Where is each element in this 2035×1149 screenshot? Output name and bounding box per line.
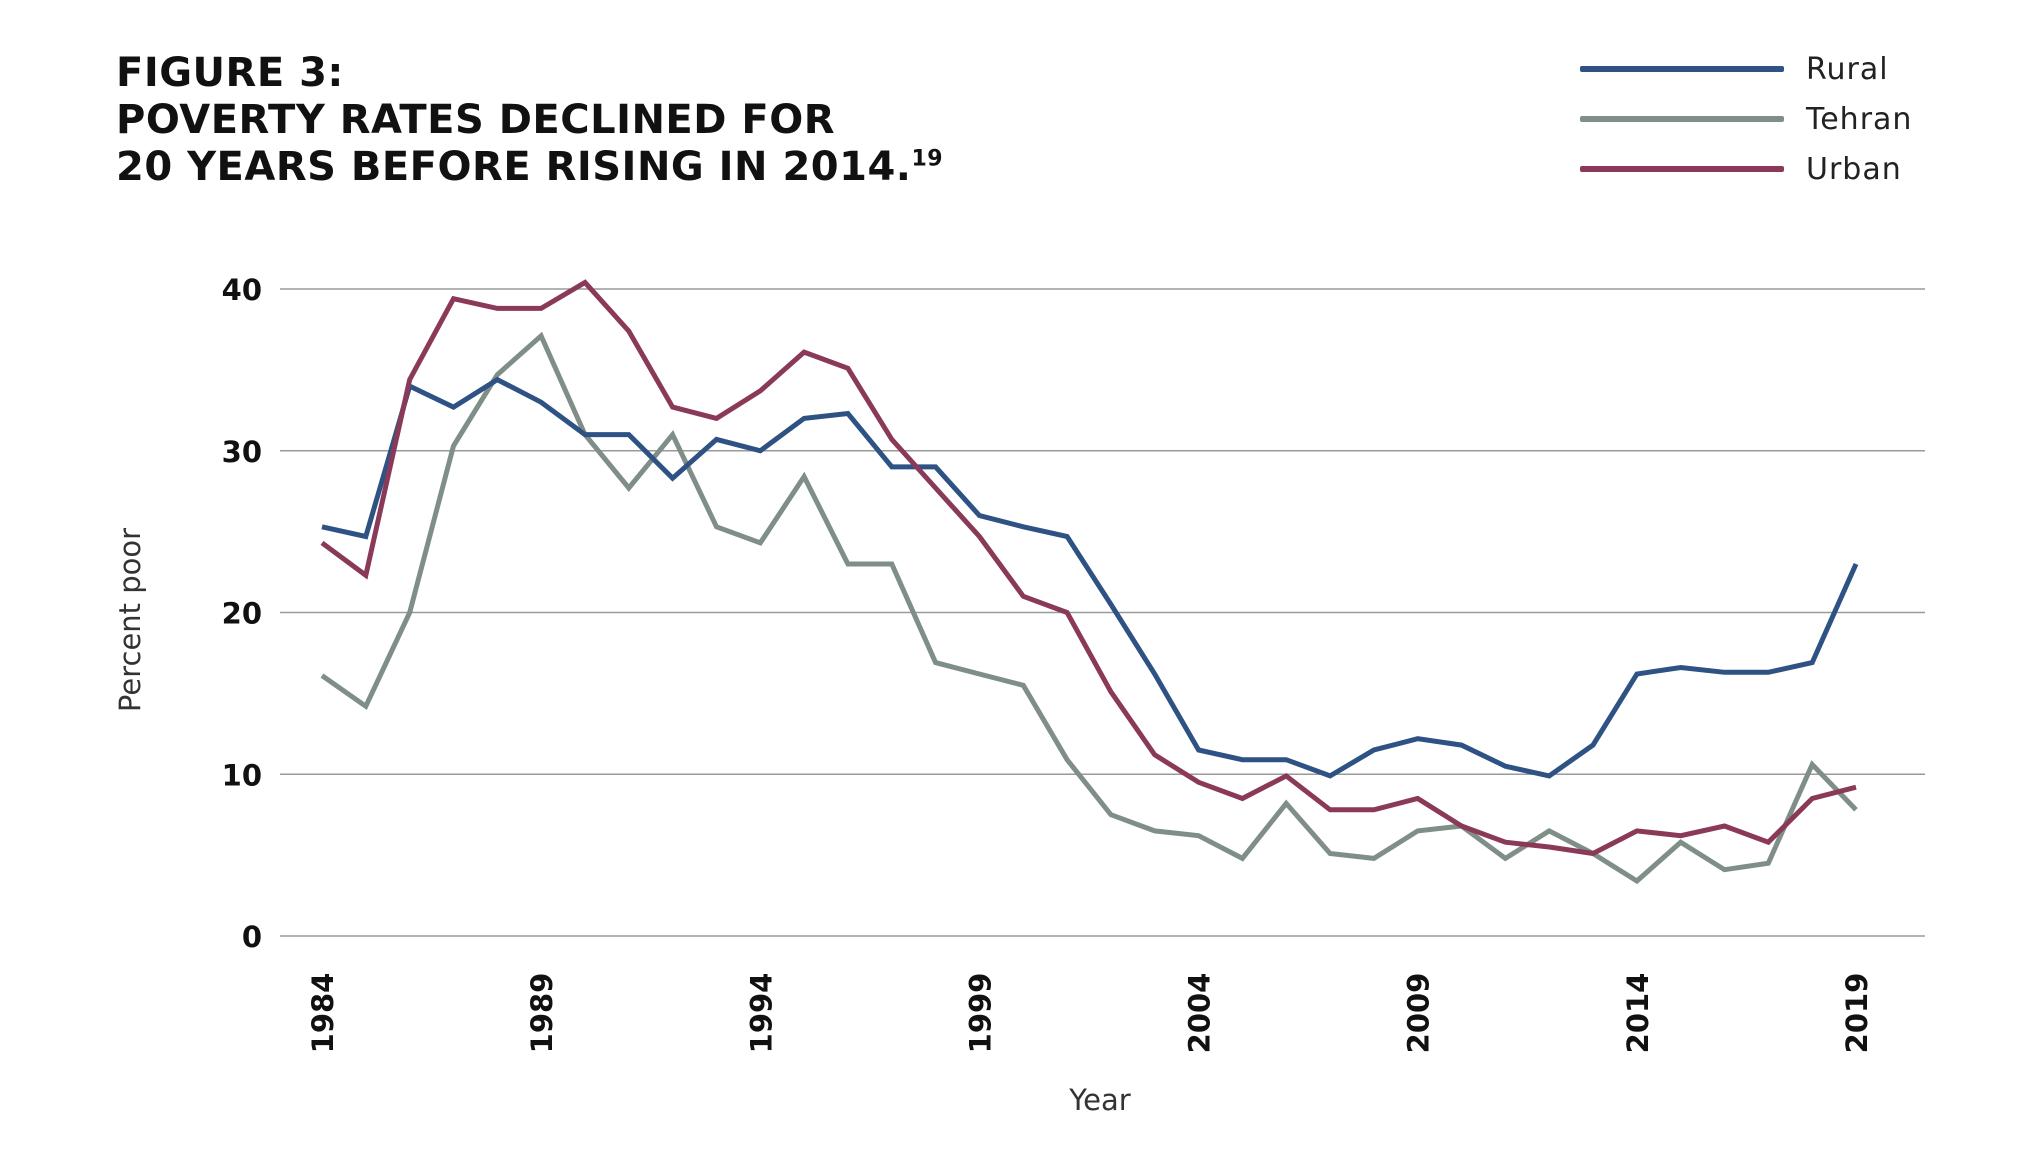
title-line-3: 20 YEARS BEFORE RISING IN 2014. bbox=[116, 144, 912, 190]
series-line-urban bbox=[320, 279, 1857, 857]
legend-item-urban: Urban bbox=[1580, 144, 1912, 194]
x-tick-label: 1989 bbox=[525, 973, 559, 1054]
chart-title: FIGURE 3: POVERTY RATES DECLINED FOR 20 … bbox=[116, 50, 943, 191]
series-lines bbox=[320, 279, 1859, 885]
y-tick-label: 30 bbox=[222, 435, 262, 469]
y-tick-label: 10 bbox=[222, 758, 262, 792]
legend-item-tehran: Tehran bbox=[1580, 94, 1912, 144]
legend-swatch-urban bbox=[1580, 166, 1784, 172]
legend-label-rural: Rural bbox=[1806, 51, 1889, 87]
legend-swatch-rural bbox=[1580, 66, 1784, 72]
legend-label-tehran: Tehran bbox=[1806, 101, 1913, 137]
series-line-tehran bbox=[320, 331, 1858, 885]
y-axis-label: Percent poor bbox=[113, 528, 147, 712]
x-axis-label: Year bbox=[1068, 1083, 1130, 1117]
y-tick-label: 40 bbox=[222, 273, 262, 307]
legend-item-rural: Rural bbox=[1580, 44, 1912, 94]
x-tick-label: 2019 bbox=[1840, 973, 1874, 1054]
legend-label-urban: Urban bbox=[1806, 151, 1902, 187]
title-line-1: FIGURE 3: bbox=[116, 50, 344, 96]
legend: Rural Tehran Urban bbox=[1580, 44, 1912, 194]
footnote-marker: 19 bbox=[911, 146, 944, 172]
series-line-rural bbox=[321, 376, 1859, 779]
x-tick-label: 1984 bbox=[306, 973, 340, 1054]
title-line-2: POVERTY RATES DECLINED FOR bbox=[116, 97, 836, 143]
x-tick-label: 2009 bbox=[1402, 973, 1436, 1054]
y-tick-label: 20 bbox=[222, 597, 262, 631]
x-tick-label: 2004 bbox=[1183, 973, 1217, 1054]
y-tick-label: 0 bbox=[242, 920, 262, 954]
y-axis-ticks: 0 10 20 30 40 bbox=[222, 273, 262, 954]
x-axis-ticks: 1984 1989 1994 1999 2004 2009 2014 2019 bbox=[306, 973, 1874, 1054]
legend-swatch-tehran bbox=[1580, 116, 1784, 122]
gridlines bbox=[280, 288, 1925, 937]
x-tick-label: 2014 bbox=[1621, 973, 1655, 1054]
x-tick-label: 1994 bbox=[744, 973, 778, 1054]
x-tick-label: 1999 bbox=[963, 973, 997, 1054]
